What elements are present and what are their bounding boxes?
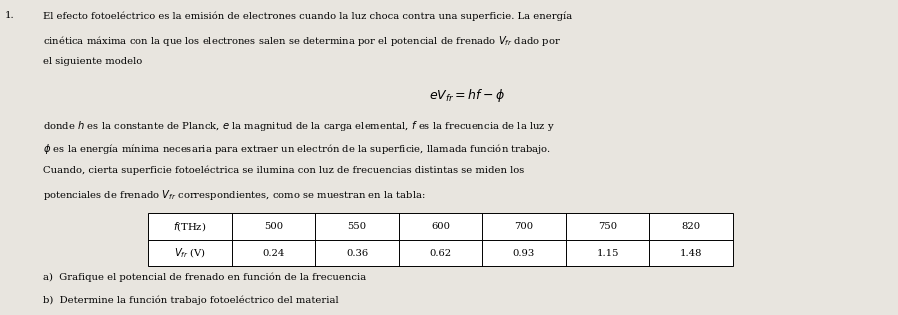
Text: 0.93: 0.93 — [513, 249, 535, 258]
Text: 600: 600 — [431, 222, 450, 231]
Text: b)  Determine la función trabajo fotoeléctrico del material: b) Determine la función trabajo fotoeléc… — [43, 295, 339, 305]
Text: 1.48: 1.48 — [680, 249, 702, 258]
Text: 500: 500 — [264, 222, 283, 231]
Text: 0.36: 0.36 — [346, 249, 368, 258]
Text: Cuando, cierta superficie fotoeléctrica se ilumina con luz de frecuencias distin: Cuando, cierta superficie fotoeléctrica … — [43, 165, 524, 175]
Text: 1.15: 1.15 — [596, 249, 619, 258]
Text: 750: 750 — [598, 222, 617, 231]
Text: 550: 550 — [348, 222, 366, 231]
Text: el siguiente modelo: el siguiente modelo — [43, 57, 143, 66]
Text: El efecto fotoeléctrico es la emisión de electrones cuando la luz choca contra u: El efecto fotoeléctrico es la emisión de… — [43, 11, 572, 20]
Text: potenciales de frenado $V_{fr}$ correspondientes, como se muestran en la tabla:: potenciales de frenado $V_{fr}$ correspo… — [43, 188, 426, 202]
Text: 1.: 1. — [4, 11, 14, 20]
Text: a)  Grafique el potencial de frenado en función de la frecuencia: a) Grafique el potencial de frenado en f… — [43, 272, 366, 282]
Text: cinética máxima con la que los electrones salen se determina por el potencial de: cinética máxima con la que los electrone… — [43, 34, 561, 48]
Text: $V_{fr}$ (V): $V_{fr}$ (V) — [174, 246, 206, 260]
Text: 700: 700 — [515, 222, 533, 231]
Text: 0.62: 0.62 — [429, 249, 452, 258]
Text: $\phi$ es la energía mínima necesaria para extraer un electrón de la superficie,: $\phi$ es la energía mínima necesaria pa… — [43, 142, 551, 156]
Text: 820: 820 — [682, 222, 700, 231]
Text: $f$(THz): $f$(THz) — [173, 220, 207, 233]
Text: $eV_{fr} = hf - \phi$: $eV_{fr} = hf - \phi$ — [429, 87, 505, 104]
Text: donde $h$ es la constante de Planck, $e$ la magnitud de la carga elemental, $f$ : donde $h$ es la constante de Planck, $e$… — [43, 119, 555, 133]
Text: 0.24: 0.24 — [262, 249, 285, 258]
